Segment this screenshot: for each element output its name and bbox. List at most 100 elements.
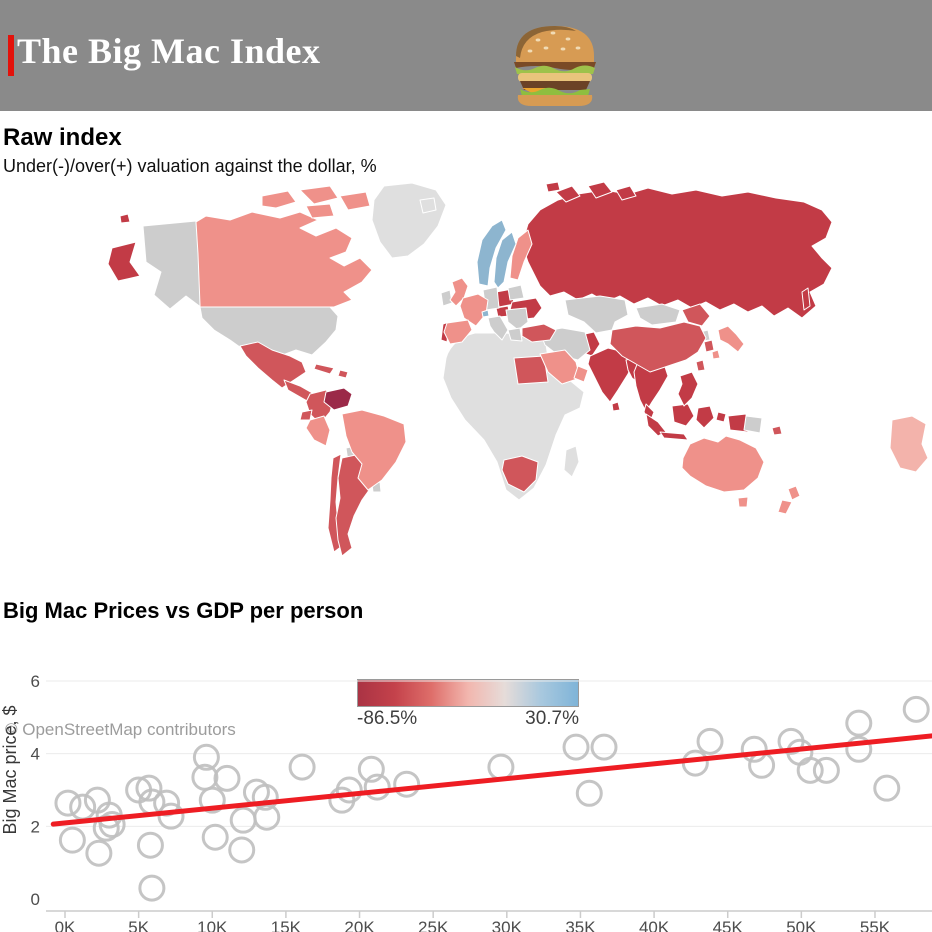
map-attribution: © OpenStreetMap contributors [5, 720, 236, 739]
region-balkans-romania [505, 307, 529, 331]
country-france [459, 293, 489, 327]
country-iceland [419, 197, 437, 214]
data-point [288, 753, 316, 781]
data-point [213, 764, 241, 792]
data-point [58, 826, 86, 854]
region-manchuria [681, 303, 711, 327]
burger-bun-highlight [516, 26, 576, 58]
data-point [92, 814, 120, 842]
data-point [201, 823, 229, 851]
country-taiwan [695, 359, 706, 372]
country-new-zealand-south [777, 499, 793, 515]
island-java [659, 431, 689, 441]
country-madagascar [563, 445, 580, 478]
island-borneo [671, 403, 695, 427]
map-group-gray[interactable] [142, 220, 763, 493]
choropleth-map[interactable]: -86.5% 30.7% © OpenStreetMap contributor… [0, 178, 932, 739]
island-tasmania [737, 496, 749, 508]
x-tick-label: 55K [860, 918, 891, 932]
country-mexico [239, 341, 307, 389]
legend-gradient-bar [357, 679, 579, 707]
country-japan [717, 325, 745, 353]
burger-bottom-bun [517, 95, 593, 106]
data-point [796, 756, 824, 784]
country-brazil [341, 409, 407, 491]
country-oman-uae [573, 365, 589, 383]
country-sri-lanka [611, 401, 621, 412]
country-spain [443, 319, 473, 345]
data-point [135, 774, 163, 802]
map-group-dark-red[interactable] [107, 181, 833, 441]
country-venezuela [323, 387, 353, 411]
map-group-blue[interactable] [476, 219, 517, 318]
country-canada [195, 211, 373, 308]
country-south-korea [703, 339, 715, 353]
data-point [251, 783, 279, 811]
country-turkey [521, 323, 557, 343]
big-mac-image [514, 26, 596, 106]
x-tick-label: 0K [55, 918, 76, 932]
data-point [157, 802, 185, 830]
country-finland [509, 229, 533, 281]
region-west-new-guinea [727, 413, 749, 433]
data-point [562, 733, 590, 761]
legend-labels: -86.5% 30.7% [357, 708, 579, 730]
data-point [845, 735, 873, 763]
data-point [253, 803, 281, 831]
burger-top-bun [516, 26, 594, 62]
data-point [681, 749, 709, 777]
map-group-dark-maroon[interactable] [323, 387, 353, 411]
country-russia [521, 187, 833, 319]
map-color-legend: -86.5% 30.7% [357, 679, 579, 730]
burger-lettuce-bottom [520, 87, 590, 96]
data-point [98, 811, 126, 839]
x-tick-label: 15K [271, 918, 302, 932]
y-axis-title: Big Mac price, $ [0, 705, 20, 834]
scatter-plot: 0 2 4 6 0K 5K 10K 15K 20K 25K 30K 35K 40K 45K 50K 55K Bi… [0, 672, 932, 932]
country-united-kingdom [449, 277, 469, 307]
map-group-light-salmon[interactable] [889, 415, 929, 473]
x-tick-label: 5K [128, 918, 149, 932]
country-philippines [677, 371, 699, 407]
x-tick-label: 50K [786, 918, 817, 932]
country-united-states [199, 306, 339, 357]
region-chukotka [107, 241, 141, 282]
country-china [609, 321, 707, 373]
country-south-africa [501, 455, 539, 493]
burger-sesame-seeds [527, 31, 581, 53]
header: The Big Mac Index [0, 0, 932, 111]
world-map-svg[interactable] [0, 178, 932, 568]
x-tick-label: 40K [639, 918, 670, 932]
burger-middle-bun [518, 73, 592, 82]
y-tick-label: 4 [31, 745, 40, 764]
data-point [54, 789, 82, 817]
country-switzerland [481, 309, 490, 318]
region-pacific-islands [889, 415, 929, 473]
data-point [198, 786, 226, 814]
x-tick-label: 35K [565, 918, 596, 932]
country-australia [681, 435, 765, 493]
data-point [357, 755, 385, 783]
country-mongolia [635, 303, 681, 326]
map-subtitle: Under(-)/over(+) valuation against the d… [3, 156, 377, 176]
country-egypt [513, 355, 549, 385]
map-group-salmon[interactable] [195, 185, 801, 515]
region-baltics-belarus [507, 284, 525, 301]
country-greenland [371, 182, 447, 259]
page-title: The Big Mac Index [17, 31, 321, 71]
burger-patty-bottom [520, 81, 590, 90]
region-canadian-arctic-4 [305, 203, 335, 219]
data-point [363, 773, 391, 801]
region-papua-new-guinea [743, 415, 763, 434]
map-group-light-gray[interactable] [371, 182, 585, 501]
x-tick-label: 30K [492, 918, 523, 932]
country-norway [476, 219, 507, 287]
x-tick-label: 20K [344, 918, 375, 932]
map-group-red[interactable] [239, 303, 783, 557]
data-point [69, 793, 97, 821]
island-fiji-new-caledonia [771, 425, 783, 436]
country-new-zealand-north [787, 485, 801, 501]
legend-max-label: 30.7% [525, 708, 579, 729]
data-point [696, 727, 724, 755]
